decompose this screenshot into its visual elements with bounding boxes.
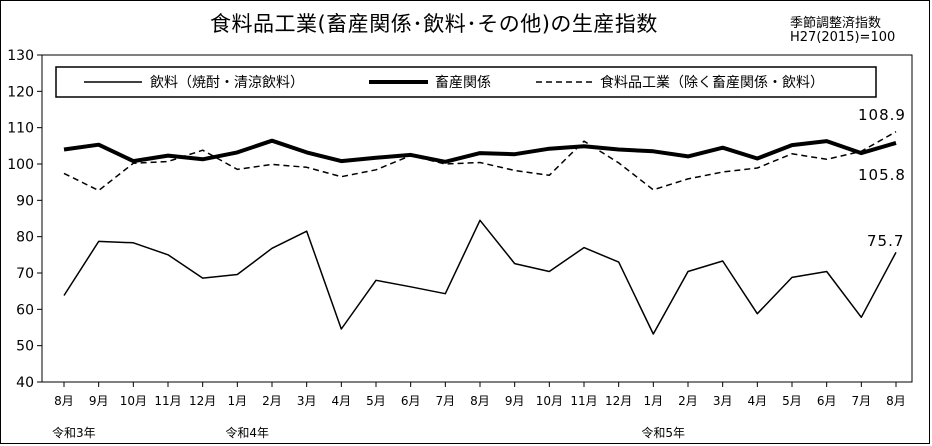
x-tick-label: 2月 (262, 394, 282, 408)
x-tick-label: 10月 (120, 394, 147, 408)
data-label-2: 75.7 (867, 232, 904, 250)
legend-box (55, 66, 877, 98)
legend-label-2: 食料品工業（除く畜産関係・飲料） (600, 74, 824, 91)
plot-area (41, 54, 913, 383)
legend-label-0: 飲料（焼酎・清涼飲料） (150, 75, 304, 91)
series-line-0 (63, 219, 897, 335)
legend-label-1: 畜産関係 (435, 75, 491, 91)
x-tick-label: 10月 (536, 394, 563, 408)
y-tick-label: 60 (16, 302, 34, 318)
x-tick-label: 2月 (678, 394, 698, 408)
x-tick-label: 5月 (782, 394, 802, 408)
x-tick-label: 7月 (436, 394, 456, 408)
y-tick-label: 40 (16, 375, 34, 391)
x-tick-label: 3月 (297, 394, 317, 408)
y-tick-label: 100 (7, 157, 34, 173)
x-tick-label: 11月 (154, 394, 181, 408)
data-label-1: 105.8 (858, 166, 906, 184)
x-tick-label: 12月 (605, 394, 632, 408)
series-line-2 (63, 131, 897, 192)
x-tick-label: 3月 (713, 394, 733, 408)
series-line-1 (63, 138, 897, 164)
era-label: 令和5年 (641, 425, 685, 440)
y-axis: 130 120 110 100 90 80 70 60 50 40 (7, 48, 913, 391)
x-tick-label: 6月 (401, 394, 421, 408)
x-tick-label: 4月 (332, 394, 352, 408)
x-axis: 8月 9月 10月 11月 12月 1月 2月 3月 4月 5月 6月 7月 8月 9月 10月 11月 12月… (52, 382, 906, 440)
x-tick-label: 1月 (644, 394, 664, 408)
x-tick-label: 8月 (886, 394, 906, 408)
legend: 飲料（焼酎・清涼飲料） 畜産関係 食料品工業（除く畜産関係・飲料） (55, 66, 877, 98)
data-labels: 108.9 105.8 75.7 (858, 106, 906, 250)
x-tick-label: 6月 (817, 394, 837, 408)
x-tick-label: 7月 (852, 394, 872, 408)
era-label: 令和4年 (225, 425, 269, 440)
x-tick-label: 4月 (748, 394, 768, 408)
chart-title: 食料品工業(畜産関係･飲料･その他)の生産指数 (210, 12, 658, 36)
x-tick-label: 9月 (505, 394, 525, 408)
x-tick-label: 12月 (189, 394, 216, 408)
y-tick-label: 110 (7, 121, 34, 137)
y-tick-label: 130 (7, 48, 34, 64)
series-layer (63, 131, 897, 335)
x-tick-label: 8月 (54, 394, 74, 408)
base-year-note: H27(2015)=100 (790, 30, 896, 45)
y-tick-label: 80 (16, 230, 34, 246)
x-tick-label: 8月 (470, 394, 490, 408)
y-tick-label: 90 (16, 193, 34, 209)
y-tick-label: 70 (16, 266, 34, 282)
x-tick-label: 5月 (366, 394, 386, 408)
seasonal-adjustment-note: 季節調整済指数 (790, 16, 882, 31)
y-tick-label: 50 (16, 339, 34, 355)
x-tick-label: 11月 (570, 394, 597, 408)
era-label: 令和3年 (52, 425, 96, 440)
x-tick-label: 9月 (89, 394, 109, 408)
data-label-0: 108.9 (858, 106, 906, 124)
y-tick-label: 120 (7, 84, 34, 100)
x-tick-label: 1月 (228, 394, 248, 408)
